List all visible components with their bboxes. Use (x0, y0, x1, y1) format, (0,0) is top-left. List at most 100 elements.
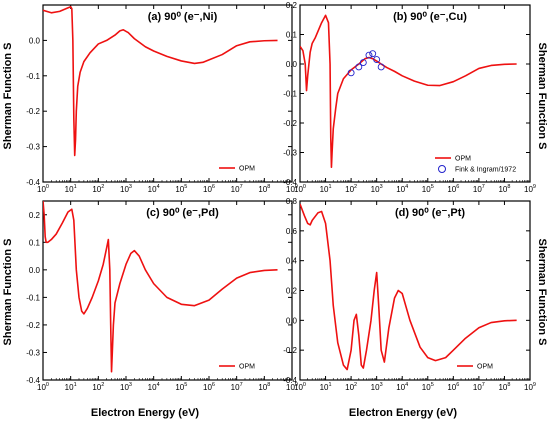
x-tick-label: 107 (231, 382, 243, 392)
x-tick-label: 108 (258, 184, 270, 194)
x-tick-label: 103 (120, 184, 132, 194)
y-tick-label: -0.3 (283, 149, 297, 158)
y-axis-label-top-left: Sherman Function S (2, 43, 14, 150)
y-tick-label: -0.2 (26, 107, 40, 116)
y-tick-label: 0.2 (286, 287, 298, 296)
x-tick-label: 105 (422, 382, 434, 392)
series-line-opm (43, 201, 278, 373)
y-tick-label: -0.2 (283, 346, 297, 355)
x-tick-label: 109 (524, 184, 536, 194)
y-tick-label: 0.2 (29, 211, 41, 220)
x-tick-label: 100 (37, 184, 49, 194)
data-point-fink-ingram (377, 63, 385, 71)
x-tick-label: 101 (320, 382, 332, 392)
x-tick-label: 106 (447, 184, 459, 194)
y-tick-label: 0.0 (29, 266, 41, 275)
panel-title: (c) 90⁰ (e⁻,Pd) (146, 207, 219, 219)
data-point-fink-ingram (369, 50, 377, 58)
x-tick-label: 103 (120, 382, 132, 392)
legend-label: Fink & Ingram/1972 (455, 167, 516, 174)
chart-panel-a: 100 101 102 103 104 105 106 107 108 109 0.0 -0.1 -0.… (26, 4, 298, 194)
x-tick-label: 109 (286, 184, 298, 194)
x-tick-label: 108 (498, 184, 510, 194)
x-tick-label: 108 (258, 382, 270, 392)
plot-frame (299, 200, 531, 381)
x-tick-label: 104 (396, 382, 408, 392)
x-tick-label: 106 (447, 382, 459, 392)
legend-label: OPM (455, 156, 471, 163)
x-tick-label: 101 (320, 184, 332, 194)
legend-label: OPM (239, 166, 255, 173)
chart-panel-b: 100 101 102 103 104 105 106 107 108 109 0.2 0.1 0.0 -… (283, 1, 536, 194)
legend-label: OPM (239, 364, 255, 371)
x-tick-label: 100 (294, 184, 306, 194)
y-tick-label: -0.4 (26, 376, 40, 385)
x-tick-label: 100 (294, 382, 306, 392)
x-tick-label: 107 (231, 184, 243, 194)
y-tick-label: -0.4 (26, 178, 40, 187)
y-tick-label: 0.8 (286, 197, 298, 206)
x-tick-label: 103 (371, 184, 383, 194)
x-tick-label: 101 (65, 382, 77, 392)
x-axis-label-right: Electron Energy (eV) (349, 407, 458, 419)
plot-frame (42, 200, 293, 381)
data-point-fink-ingram (373, 56, 381, 64)
x-tick-label: 102 (92, 382, 104, 392)
y-tick-label: 0.4 (286, 257, 298, 266)
series-line-opm (300, 203, 517, 371)
x-tick-label: 105 (422, 184, 434, 194)
y-axis-label-top-right: Sherman Function S (536, 43, 548, 150)
x-tick-label: 100 (37, 382, 49, 392)
panel-title: (b) 90⁰ (e⁻,Cu) (393, 11, 467, 23)
y-tick-label: -0.2 (283, 119, 297, 128)
x-tick-label: 106 (203, 382, 215, 392)
y-tick-label: 0.2 (286, 1, 298, 10)
y-axis-label-bottom-right: Sherman Function S (536, 239, 548, 346)
y-axis-label-bottom-left: Sherman Function S (2, 239, 14, 346)
chart-panel-c: 100 101 102 103 104 105 106 107 108 109 0.2 0.1 0.0 -… (26, 200, 298, 392)
data-point-fink-ingram (347, 69, 355, 77)
y-tick-label: 0.1 (286, 31, 298, 40)
y-tick-label: 0.0 (286, 60, 298, 69)
x-tick-label: 104 (396, 184, 408, 194)
data-point-fink-ingram (359, 59, 367, 66)
x-tick-label: 108 (498, 382, 510, 392)
x-tick-label: 107 (473, 382, 485, 392)
x-tick-label: 107 (473, 184, 485, 194)
series-line-opm (43, 5, 278, 157)
y-tick-label: 0.0 (29, 36, 41, 45)
y-tick-label: -0.2 (26, 321, 40, 330)
x-tick-label: 109 (286, 382, 298, 392)
y-tick-label: -0.1 (26, 72, 40, 81)
x-tick-label: 104 (148, 382, 160, 392)
y-tick-label: -0.3 (26, 143, 40, 152)
plot-frame (42, 4, 293, 183)
x-axis-label-left: Electron Energy (eV) (91, 407, 200, 419)
y-tick-label: 0.6 (286, 227, 298, 236)
x-tick-label: 109 (524, 382, 536, 392)
x-tick-label: 102 (345, 184, 357, 194)
x-tick-label: 104 (148, 184, 160, 194)
x-tick-label: 101 (65, 184, 77, 194)
x-tick-label: 105 (175, 382, 187, 392)
y-tick-label: -0.1 (26, 293, 40, 302)
series-line-opm (300, 14, 517, 169)
data-point-fink-ingram (365, 51, 373, 59)
y-tick-label: -0.4 (283, 376, 297, 385)
y-tick-label: 0.1 (29, 238, 41, 247)
legend-label: OPM (477, 364, 493, 371)
x-tick-label: 102 (345, 382, 357, 392)
x-tick-label: 105 (175, 184, 187, 194)
panel-title: (a) 90⁰ (e⁻,Ni) (148, 11, 218, 23)
legend-marker (438, 165, 446, 173)
y-tick-label: -0.1 (283, 90, 297, 99)
x-tick-label: 102 (92, 184, 104, 194)
chart-panel-d: 100 101 102 103 104 105 106 107 108 109 0.8 0.6 0.4 0… (283, 197, 536, 392)
data-point-fink-ingram (355, 63, 363, 71)
y-tick-label: -0.4 (283, 178, 297, 187)
x-tick-label: 103 (371, 382, 383, 392)
panel-title: (d) 90⁰ (e⁻,Pt) (395, 207, 465, 219)
plot-frame (299, 4, 531, 183)
y-tick-label: -0.3 (26, 348, 40, 357)
